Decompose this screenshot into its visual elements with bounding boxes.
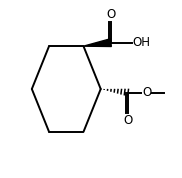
Text: O: O — [142, 86, 151, 99]
Text: O: O — [123, 114, 133, 127]
Polygon shape — [84, 39, 111, 46]
Text: O: O — [106, 8, 116, 21]
Text: OH: OH — [133, 36, 151, 49]
